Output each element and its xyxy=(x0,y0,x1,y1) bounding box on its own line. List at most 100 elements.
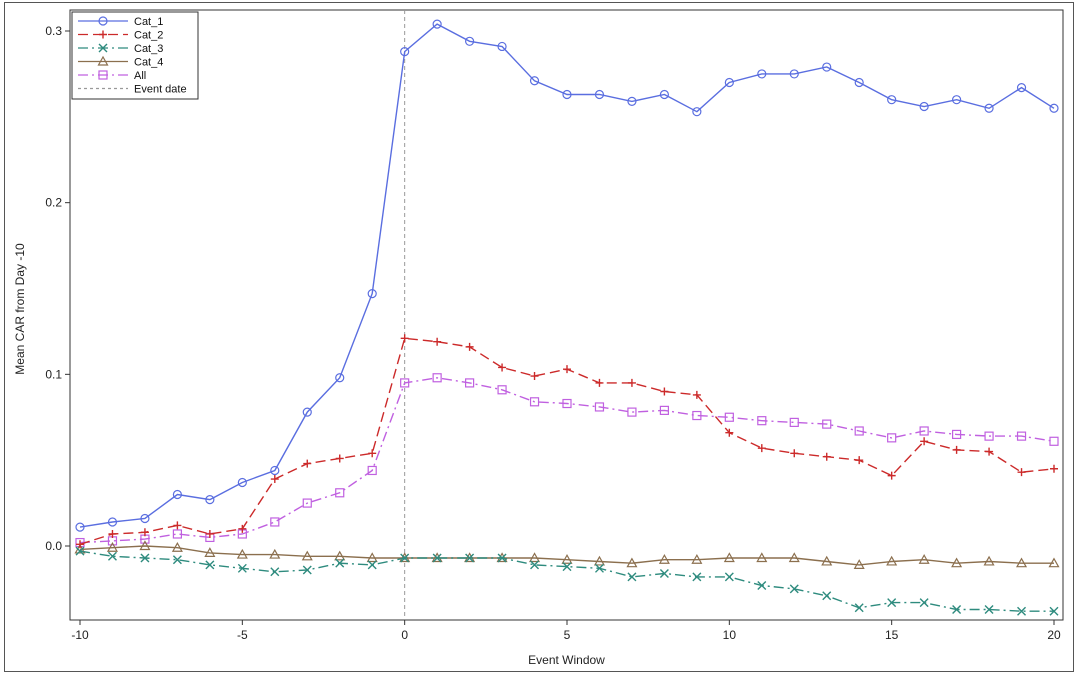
data-point-cat-3 xyxy=(107,551,117,561)
data-point-cat-4 xyxy=(658,554,670,564)
legend-item: Cat_4 xyxy=(78,55,163,69)
data-point-all xyxy=(757,416,767,426)
legend-label: Cat_2 xyxy=(134,30,163,42)
data-point-cat-1 xyxy=(1016,83,1027,93)
data-point-cat-3 xyxy=(400,553,410,563)
data-point-cat-2 xyxy=(335,454,344,463)
data-point-cat-4 xyxy=(918,554,930,564)
data-point-all xyxy=(1016,431,1027,441)
data-point-cat-1 xyxy=(562,89,572,100)
data-point-cat-3 xyxy=(1049,606,1059,616)
series-line-all xyxy=(79,377,1055,544)
data-point-cat-3 xyxy=(692,572,702,582)
data-point-all xyxy=(497,385,507,395)
data-point-all xyxy=(951,429,962,440)
data-point-cat-3 xyxy=(984,605,994,615)
data-point-cat-1 xyxy=(400,46,410,57)
data-point-all xyxy=(789,417,799,427)
chart-frame xyxy=(4,2,1074,672)
data-point-cat-4 xyxy=(983,555,995,566)
data-point-all xyxy=(432,373,442,383)
data-point-cat-1 xyxy=(432,19,442,29)
data-point-cat-2 xyxy=(660,387,669,396)
data-point-cat-3 xyxy=(530,560,540,570)
data-point-cat-4 xyxy=(301,550,313,561)
data-point-cat-1 xyxy=(237,477,247,488)
data-point-cat-2 xyxy=(563,365,571,374)
data-point-all xyxy=(335,488,345,498)
data-point-cat-4 xyxy=(691,554,703,564)
data-point-cat-1 xyxy=(659,89,670,100)
data-point-all xyxy=(529,397,540,407)
data-point-all xyxy=(854,426,864,436)
data-point-cat-2 xyxy=(303,459,312,468)
data-point-cat-2 xyxy=(822,452,831,461)
series-line-cat-4 xyxy=(79,545,1054,566)
data-point-cat-2 xyxy=(692,390,701,399)
data-point-cat-1 xyxy=(627,96,637,106)
data-point-all xyxy=(400,378,410,388)
data-point-cat-1 xyxy=(497,41,507,52)
data-point-all xyxy=(465,378,475,388)
data-point-all xyxy=(1049,436,1059,446)
legend-item: Cat_2 xyxy=(78,30,163,42)
series-line-cat-1 xyxy=(79,23,1055,528)
data-point-cat-3 xyxy=(465,553,475,563)
data-point-all xyxy=(594,402,605,412)
x-tick-label: -10 xyxy=(71,628,89,642)
data-point-cat-2 xyxy=(530,372,539,381)
data-point-cat-3 xyxy=(75,546,85,556)
data-point-cat-2 xyxy=(985,447,994,456)
data-point-all xyxy=(659,405,670,415)
x-tick-label: 0 xyxy=(401,628,408,642)
data-point-all xyxy=(367,465,377,476)
data-point-cat-3 xyxy=(952,605,962,615)
data-point-cat-2 xyxy=(757,444,766,453)
data-point-cat-4 xyxy=(1016,557,1028,568)
series-all xyxy=(75,373,1059,548)
data-point-cat-1 xyxy=(465,36,475,46)
data-point-cat-1 xyxy=(302,407,312,417)
series-cat-3 xyxy=(75,546,1059,616)
data-point-cat-2 xyxy=(1017,468,1026,477)
data-point-cat-4 xyxy=(756,552,768,563)
data-point-cat-4 xyxy=(366,552,378,563)
data-point-cat-3 xyxy=(237,563,247,573)
y-tick-label: 0.1 xyxy=(45,367,62,381)
legend-label: Event date xyxy=(134,84,187,96)
data-point-cat-3 xyxy=(887,598,897,608)
series-cat-2 xyxy=(76,334,1058,549)
data-point-cat-2 xyxy=(400,334,409,343)
data-point-cat-1 xyxy=(140,513,150,524)
data-point-cat-2 xyxy=(433,337,442,346)
legend-marker xyxy=(97,55,109,66)
data-point-cat-3 xyxy=(854,603,864,613)
data-point-cat-3 xyxy=(594,563,604,573)
data-point-cat-2 xyxy=(238,524,247,533)
data-point-cat-1 xyxy=(205,495,215,505)
data-point-cat-2 xyxy=(887,471,896,480)
data-point-cat-2 xyxy=(368,449,377,458)
data-point-cat-1 xyxy=(107,517,118,527)
data-point-cat-4 xyxy=(334,550,346,561)
data-point-cat-4 xyxy=(951,557,963,568)
data-point-cat-4 xyxy=(723,552,735,563)
data-point-cat-4 xyxy=(853,559,865,569)
x-tick-label: 15 xyxy=(885,628,899,642)
data-point-cat-1 xyxy=(757,69,767,79)
data-point-cat-3 xyxy=(140,553,150,563)
data-point-all xyxy=(562,398,572,409)
data-point-cat-4 xyxy=(561,554,573,564)
data-point-cat-3 xyxy=(432,553,442,563)
data-point-cat-1 xyxy=(692,107,702,117)
data-point-cat-1 xyxy=(1049,103,1059,113)
data-point-cat-2 xyxy=(140,528,149,537)
data-point-cat-3 xyxy=(659,568,669,578)
y-tick-label: 0.0 xyxy=(45,539,62,553)
data-point-cat-1 xyxy=(335,373,345,383)
data-point-cat-2 xyxy=(790,449,799,458)
data-point-cat-4 xyxy=(593,555,605,566)
legend-marker xyxy=(98,16,108,26)
data-point-cat-4 xyxy=(626,557,638,568)
data-point-cat-2 xyxy=(108,529,117,538)
